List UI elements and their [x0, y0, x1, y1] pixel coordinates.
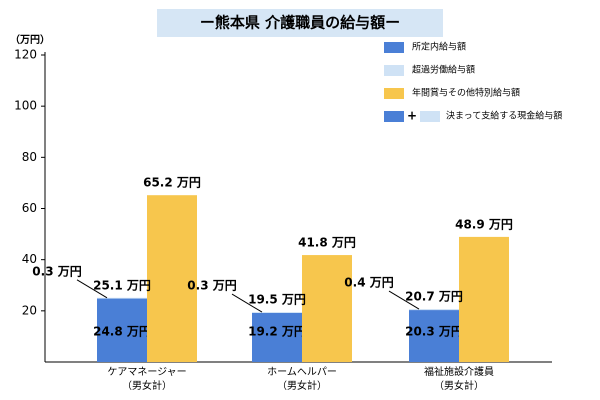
chart-title: ー熊本県 介護職員の給与額ー — [200, 14, 400, 32]
legend-swatch — [384, 88, 404, 99]
value-label: 41.8 万円 — [298, 236, 356, 250]
bar — [459, 236, 509, 362]
bar — [147, 195, 197, 362]
bar — [97, 298, 147, 362]
total-label: 19.5 万円 — [248, 293, 306, 307]
total-label: 20.7 万円 — [405, 290, 463, 304]
value-label: 0.3 万円 — [187, 279, 236, 293]
value-label: 0.3 万円 — [32, 264, 81, 278]
legend-label: 決まって支給する現金給与額 — [446, 110, 562, 122]
leader-line — [388, 290, 420, 310]
y-tick-label: 80 — [22, 150, 37, 164]
legend-label: 年間賞与その他特別給与額 — [412, 87, 520, 99]
value-label: 0.4 万円 — [344, 276, 393, 290]
total-label: 25.1 万円 — [93, 278, 151, 292]
bar — [252, 312, 302, 362]
x-tick-label: ケアマネージャー — [107, 366, 186, 378]
value-label: 24.8 万円 — [93, 325, 151, 339]
legend-symbol: + — [407, 109, 417, 123]
title-box — [157, 9, 443, 37]
y-tick-label: 100 — [14, 99, 37, 113]
bar — [409, 309, 459, 311]
y-tick-label: 120 — [14, 48, 37, 62]
bar — [252, 312, 302, 313]
value-label: 48.9 万円 — [455, 217, 513, 231]
legend-swatch — [384, 65, 404, 76]
bar — [97, 297, 147, 299]
y-tick-label: 20 — [22, 303, 37, 317]
x-tick-sublabel: （男女計） — [277, 379, 327, 392]
legend-swatch — [384, 42, 404, 53]
x-tick-sublabel: （男女計） — [122, 379, 172, 392]
x-tick-label: 福祉施設介護員 — [424, 365, 494, 378]
x-tick-sublabel: （男女計） — [434, 379, 484, 392]
y-tick-label: 40 — [22, 252, 37, 266]
y-unit: （万円） — [10, 33, 50, 46]
legend-swatch — [420, 111, 440, 122]
legend-swatch — [384, 111, 404, 122]
value-label: 20.3 万円 — [405, 325, 463, 339]
legend-label: 超過労働給与額 — [412, 64, 475, 76]
value-label: 65.2 万円 — [143, 176, 201, 190]
bar — [302, 255, 352, 362]
y-tick-label: 60 — [22, 201, 37, 215]
value-label: 19.2 万円 — [248, 325, 306, 339]
x-tick-label: ホームヘルパー — [267, 366, 337, 378]
legend-label: 所定内給与額 — [412, 41, 466, 53]
leader-line — [76, 279, 108, 299]
leader-line — [231, 293, 263, 313]
bar — [409, 310, 459, 362]
